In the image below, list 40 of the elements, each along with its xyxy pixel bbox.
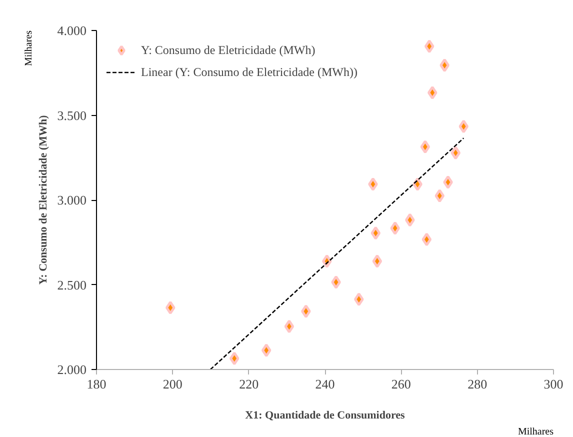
x-tick-label: 180 (86, 376, 106, 392)
point (370, 226, 381, 240)
x-tick-label: 240 (315, 376, 335, 392)
legend-label: Linear (Y: Consumo de Eletricidade (MWh)) (141, 64, 358, 80)
point (424, 40, 434, 54)
point (422, 232, 432, 246)
x-tick-label: 200 (162, 376, 182, 392)
point (412, 177, 422, 191)
point (434, 189, 445, 203)
point (165, 300, 176, 314)
point (405, 213, 415, 227)
x-axis-title: X1: Quantidade de Consumidores (245, 410, 406, 422)
point (301, 304, 311, 318)
y-tick-label: 4.000 (57, 23, 86, 38)
x-tick-label: 280 (468, 376, 488, 392)
point (284, 320, 294, 334)
text: Milhares (518, 426, 554, 437)
y-axis-title: Y: Consumo de Eletricidade (MWh) (37, 114, 50, 285)
point (372, 254, 382, 268)
x-tick-label: 220 (239, 376, 259, 392)
point (390, 221, 400, 235)
y-tick-label: 2.000 (57, 362, 86, 377)
point (368, 177, 378, 191)
point (458, 120, 469, 134)
point (261, 344, 272, 358)
x-tick-label: 260 (391, 376, 411, 392)
point (440, 58, 450, 72)
point (331, 275, 341, 289)
y-tick-label: 3.000 (57, 192, 86, 208)
y-tick-label: 2.500 (57, 277, 86, 292)
legend-label: Y: Consumo de Eletricidade (MWh) (141, 42, 316, 58)
x-tick-label: 300 (544, 376, 564, 392)
y-tick-label: 3.500 (57, 108, 86, 123)
point (443, 175, 453, 189)
point (420, 140, 430, 154)
point (450, 146, 461, 160)
point (354, 292, 364, 306)
text: Milhares (24, 30, 34, 66)
point (427, 86, 438, 100)
point (229, 352, 240, 366)
